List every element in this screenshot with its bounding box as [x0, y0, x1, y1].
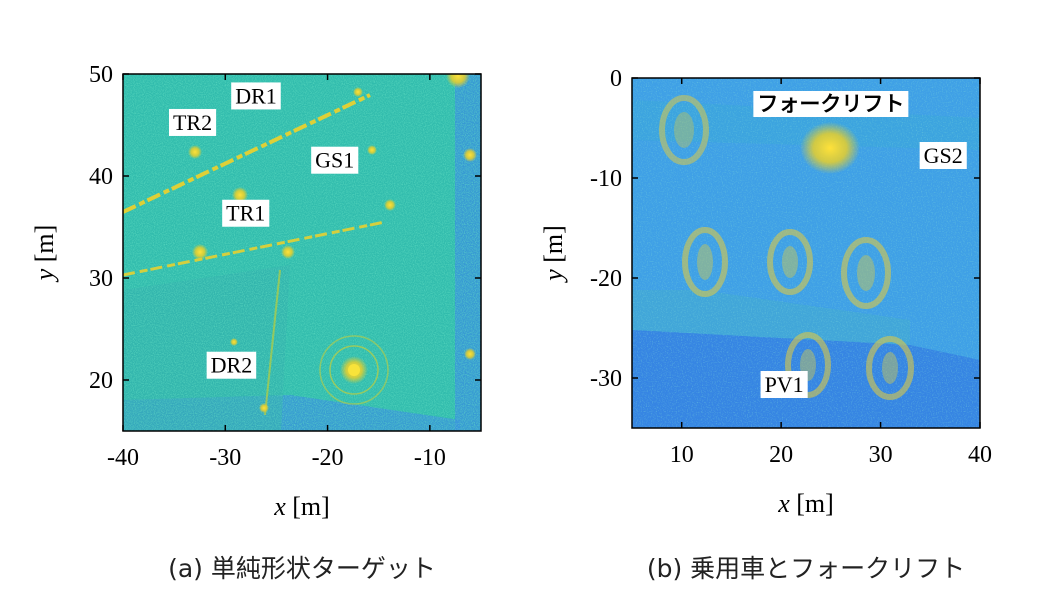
svg-text:DR1: DR1	[235, 83, 277, 108]
panel-b-ytick-label: -30	[590, 366, 622, 392]
panel-a-ytick-label: 50	[89, 62, 113, 88]
panel-a-axes: -40 -30 -20 -10 50 40 30 20 x [m] y [m] DR1 TR2 GS1 T…	[30, 62, 482, 583]
panel-b-ytick-label: 0	[610, 66, 622, 92]
panel-b-image	[632, 78, 980, 428]
panel-a-annotation: TR2	[168, 108, 217, 136]
panel-a-xtick-label: -20	[312, 445, 344, 471]
svg-text:DR2: DR2	[211, 353, 253, 378]
panel-b-xtick-label: 10	[670, 442, 694, 468]
panel-b-annotation: PV1	[760, 371, 808, 398]
panel-a-annotation: DR1	[231, 82, 281, 110]
svg-text:GS2: GS2	[924, 143, 963, 168]
panel-a-image	[123, 74, 481, 431]
panel-b-xlabel: x [m]	[777, 489, 834, 518]
panel-a-caption: (a) 単純形状ターゲット	[168, 554, 436, 583]
svg-text:TR2: TR2	[173, 110, 212, 135]
panel-a-xtick-label: -40	[107, 445, 139, 471]
panel-b-axes: 10 20 30 40 0 -10 -20 -30 x [m] y [m] フォークリフト GS2 PV…	[539, 66, 992, 583]
panel-a-ytick-label: 40	[89, 164, 113, 190]
panel-b-ylabel: y [m]	[539, 225, 568, 284]
panel-a-ylabel: y [m]	[30, 225, 59, 284]
panel-a-annotation: DR2	[206, 351, 257, 379]
panel-b-xtick-label: 30	[869, 442, 893, 468]
panel-a-frame	[122, 73, 482, 432]
panel-a-ytick-label: 30	[89, 266, 113, 292]
panel-b-annotation: フォークリフト	[753, 91, 909, 117]
panel-a-annotation: GS1	[311, 146, 359, 174]
svg-text:GS1: GS1	[315, 148, 354, 173]
panel-b-frame	[631, 77, 981, 429]
panel-b-ytick-label: -20	[590, 266, 622, 292]
panel-b-caption: (b) 乗用車とフォークリフト	[647, 554, 965, 583]
svg-text:PV1: PV1	[765, 372, 804, 397]
panel-b-xtick-label: 40	[968, 442, 992, 468]
panel-b-ytick-label: -10	[590, 166, 622, 192]
panel-a-xtick-label: -30	[209, 445, 241, 471]
panel-a-xtick-label: -10	[414, 445, 446, 471]
panel-b-xtick-label: 20	[769, 442, 793, 468]
panel-a-ytick-label: 20	[89, 368, 113, 394]
svg-text:TR1: TR1	[226, 201, 265, 226]
panel-b-annotation: GS2	[919, 142, 967, 169]
panel-a-annotation: TR1	[222, 199, 270, 227]
panel-a-xlabel: x [m]	[273, 492, 330, 521]
svg-text:フォークリフト: フォークリフト	[757, 92, 904, 116]
